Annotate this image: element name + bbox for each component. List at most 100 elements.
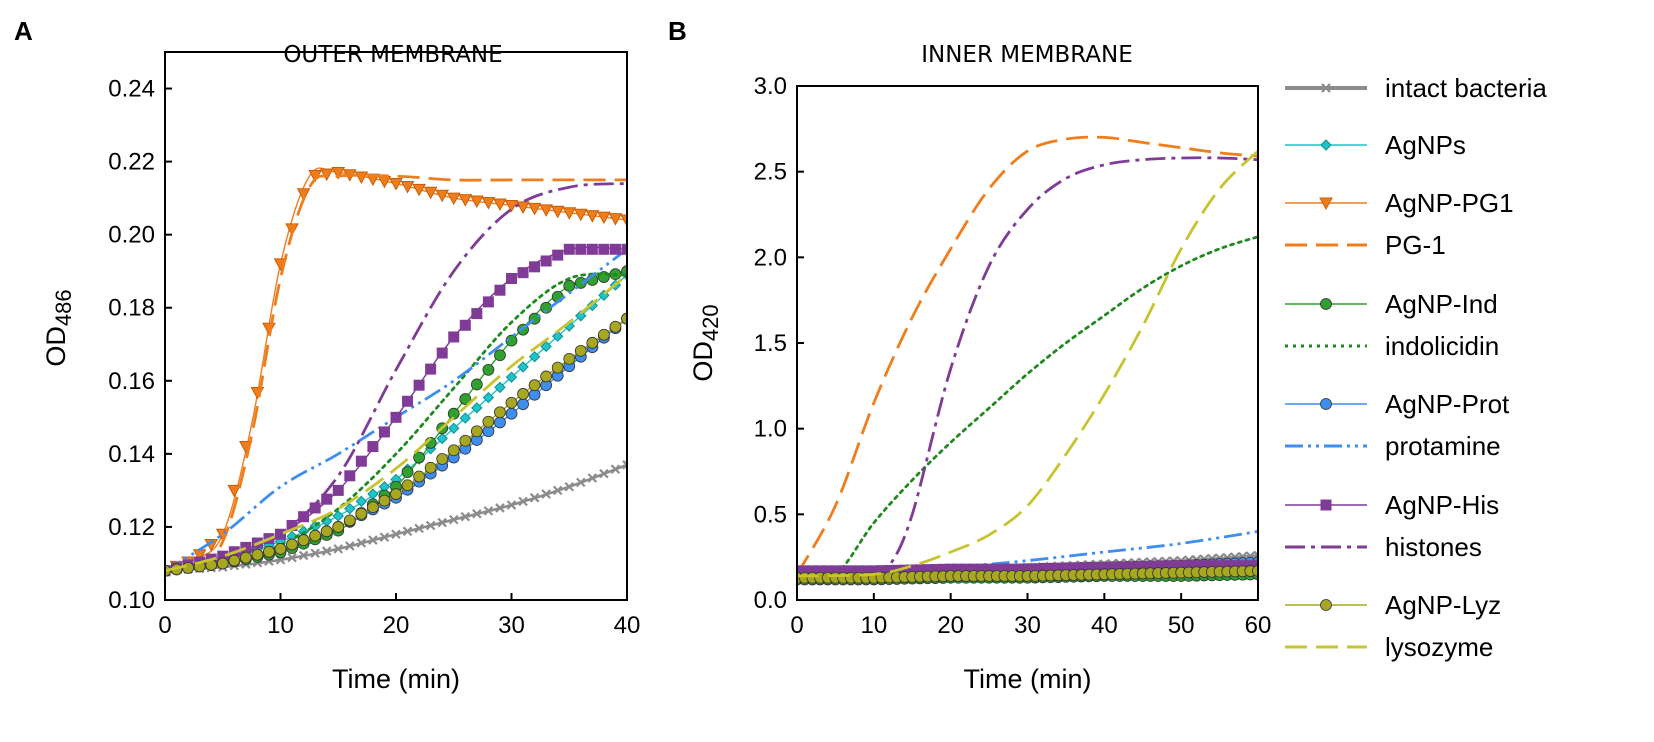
data-point	[814, 565, 826, 577]
y-tick-label: 0.14	[108, 441, 155, 468]
plot-area	[165, 167, 627, 578]
data-point	[506, 500, 517, 510]
data-point	[482, 296, 494, 308]
panel-title: INNER MEMBRANE	[921, 42, 1133, 68]
data-point	[529, 492, 540, 503]
data-point	[1106, 561, 1118, 573]
data-point	[309, 529, 322, 542]
series-histones	[797, 156, 1258, 573]
legend-label: AgNP-Prot	[1385, 389, 1510, 419]
data-point	[320, 525, 333, 538]
data-point	[1114, 561, 1126, 573]
y-axis-label: OD420	[688, 304, 723, 381]
data-point	[852, 565, 864, 577]
data-point	[356, 538, 367, 548]
data-point	[379, 532, 390, 542]
data-point	[975, 563, 987, 575]
data-point	[564, 481, 575, 492]
x-tick-label: 30	[1014, 612, 1041, 639]
y-axis-label: OD486	[41, 289, 76, 366]
legend-item: AgNP-His	[1285, 490, 1499, 520]
legend-item: histones	[1285, 532, 1482, 562]
data-point	[309, 502, 321, 514]
data-point	[1144, 560, 1156, 572]
data-point	[216, 557, 229, 570]
data-point	[240, 541, 252, 553]
data-point	[332, 510, 344, 522]
data-point	[367, 441, 379, 453]
data-point	[495, 503, 505, 513]
x-tick-label: 50	[1168, 612, 1195, 639]
data-point	[437, 517, 447, 528]
data-point	[425, 520, 436, 531]
data-point	[575, 310, 587, 322]
x-axis-label: Time (min)	[332, 664, 460, 694]
data-point	[621, 312, 627, 325]
x-tick-label: 30	[498, 612, 525, 639]
data-point	[494, 381, 506, 394]
data-point	[344, 502, 356, 515]
data-point	[1183, 560, 1195, 572]
data-point	[483, 506, 494, 516]
plot-area	[797, 135, 1258, 586]
data-point	[1206, 560, 1218, 572]
x-axis-label: Time (min)	[964, 664, 1092, 694]
data-point	[413, 470, 426, 483]
data-point	[1022, 563, 1033, 575]
panel-letter: B	[668, 16, 687, 46]
y-tick-label: 2.5	[754, 159, 787, 186]
data-point	[620, 214, 627, 228]
data-point	[562, 207, 577, 220]
data-point	[609, 320, 622, 333]
data-point	[448, 514, 459, 525]
data-point	[251, 548, 264, 561]
data-point	[1045, 563, 1057, 575]
data-point	[621, 243, 627, 255]
plot-frame	[164, 51, 628, 601]
data-point	[470, 425, 483, 438]
data-point	[494, 349, 506, 362]
data-point	[575, 243, 587, 255]
data-point	[1175, 560, 1187, 572]
legend-marker	[1320, 139, 1332, 151]
data-point	[1098, 561, 1110, 573]
data-point	[573, 208, 588, 222]
data-point	[574, 344, 587, 357]
data-point	[354, 171, 369, 184]
legend-label: protamine	[1385, 431, 1501, 461]
y-tick-label: 0.5	[754, 501, 787, 528]
data-point	[401, 479, 414, 492]
data-point	[1068, 562, 1080, 574]
data-point	[551, 361, 564, 374]
data-point	[860, 565, 872, 577]
data-point	[493, 198, 507, 212]
data-point	[922, 564, 934, 576]
data-point	[551, 330, 564, 342]
legend-item: AgNP-Lyz	[1285, 590, 1501, 620]
data-point	[960, 563, 972, 575]
data-point	[608, 213, 623, 226]
legend-label: histones	[1385, 532, 1482, 562]
data-point	[991, 563, 1003, 575]
data-point	[470, 195, 484, 209]
data-point	[321, 546, 332, 556]
data-point	[506, 273, 517, 285]
series-line	[797, 150, 1258, 578]
data-point	[528, 379, 541, 392]
data-point	[239, 551, 252, 564]
data-point	[1037, 563, 1049, 575]
data-point	[400, 180, 415, 194]
data-point	[425, 363, 437, 375]
data-point	[929, 564, 941, 576]
data-point	[505, 407, 518, 420]
data-point	[472, 509, 482, 519]
data-point	[597, 211, 611, 225]
y-tick-label: 0.22	[108, 149, 155, 176]
data-point	[482, 391, 495, 404]
data-point	[598, 328, 610, 341]
data-point	[297, 534, 310, 546]
data-point	[516, 201, 530, 214]
data-point	[505, 334, 518, 347]
data-point	[459, 434, 472, 447]
